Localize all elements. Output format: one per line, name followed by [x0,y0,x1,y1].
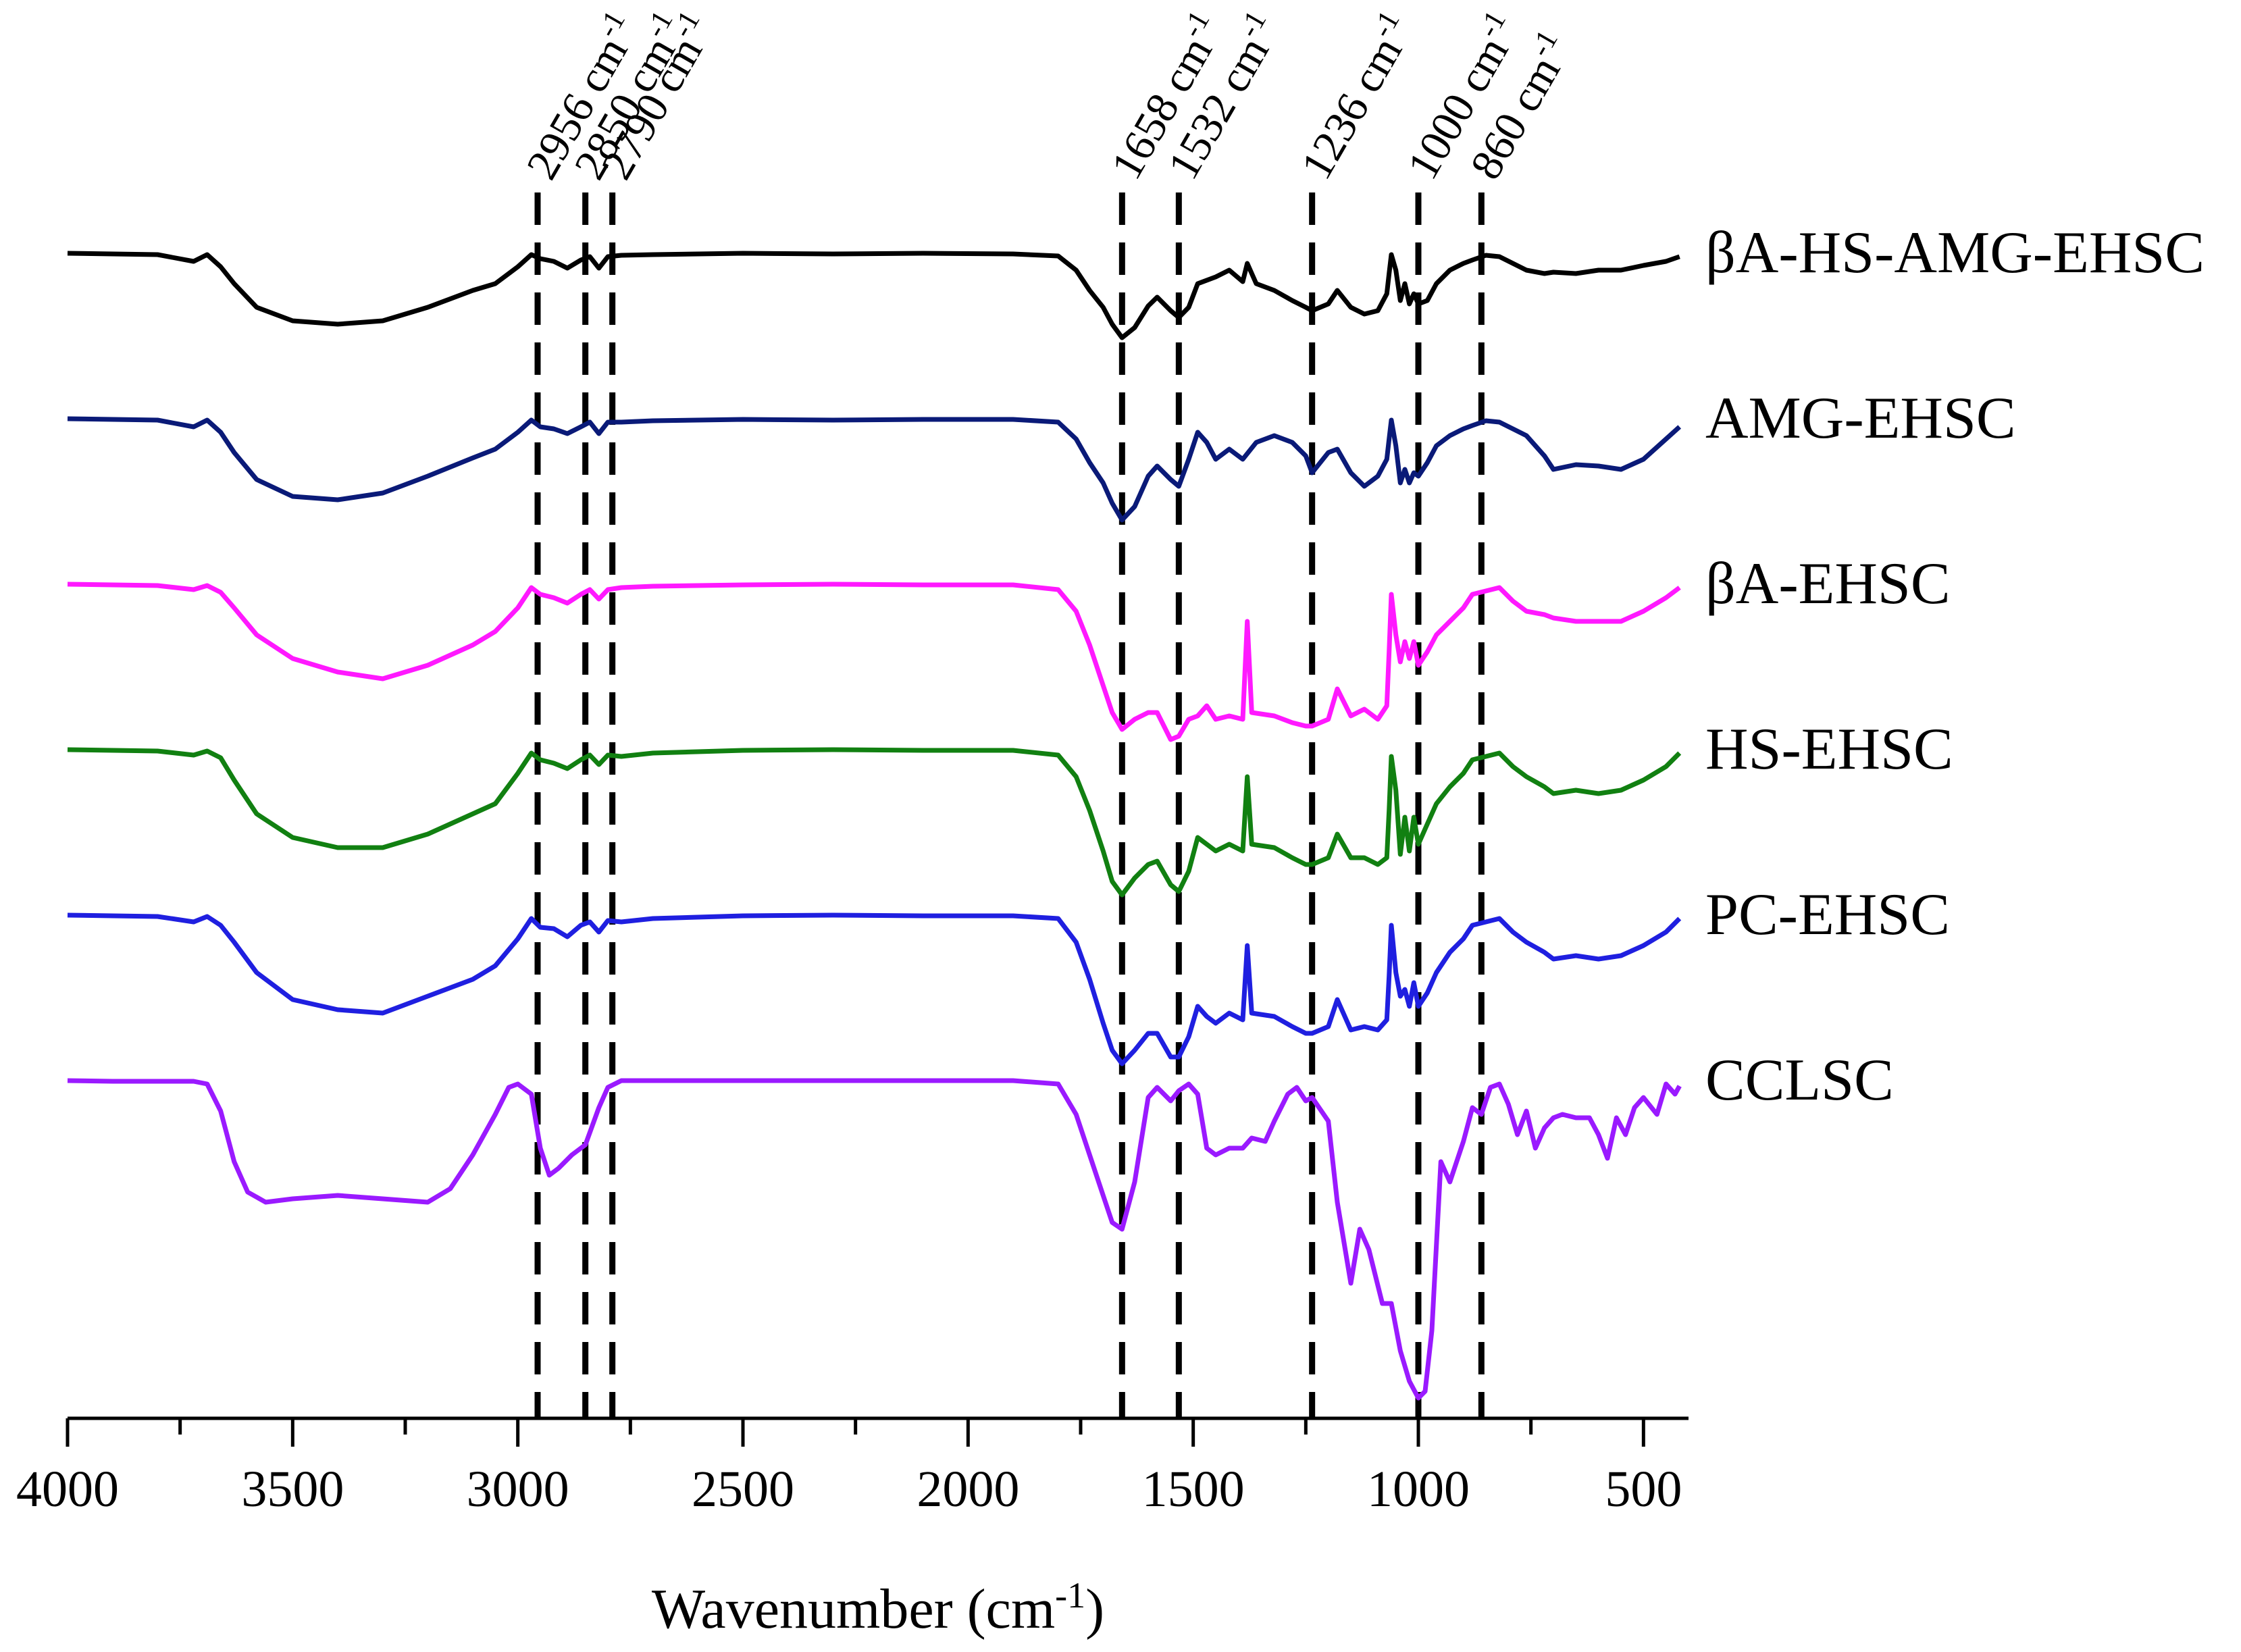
series-label-3: HS-EHSC [1705,717,1953,782]
x-tick-label-2000: 2000 [917,1461,1019,1518]
series-line-0 [67,251,1680,340]
x-axis-title-main: Wavenumber (cm [652,1578,1055,1641]
x-axis: 4000 3500 3000 2500 2000 1500 1000 500 [16,1416,1689,1518]
x-tick-label-1000: 1000 [1367,1461,1470,1518]
x-tick-label-500: 500 [1605,1461,1682,1518]
x-tick-label-4000: 4000 [16,1461,119,1518]
spectra-series: βA-HS-AMG-EHSC AMG-EHSC βA-EHSC HS-EHSC PC-E… [67,220,2205,1401]
x-tick-label-3500: 3500 [241,1461,344,1518]
x-axis-title-sup: -1 [1055,1575,1085,1616]
series-label-2: βA-EHSC [1705,551,1951,617]
series-line-2 [67,582,1681,742]
series-label-0: βA-HS-AMG-EHSC [1705,220,2205,286]
series-line-5 [67,1078,1682,1401]
x-axis-title-close: ) [1085,1578,1104,1641]
x-axis-title: Wavenumber (cm-1) [652,1575,1104,1641]
series-line-3 [67,747,1682,898]
series-label-5: CCLSC [1705,1048,1894,1113]
x-tick-label-3000: 3000 [467,1461,569,1518]
series-line-4 [67,912,1682,1066]
x-tick-label-1500: 1500 [1142,1461,1245,1518]
series-label-1: AMG-EHSC [1705,386,2016,451]
series-label-4: PC-EHSC [1705,882,1950,948]
series-line-1 [67,416,1682,523]
x-tick-label-2500: 2500 [692,1461,794,1518]
